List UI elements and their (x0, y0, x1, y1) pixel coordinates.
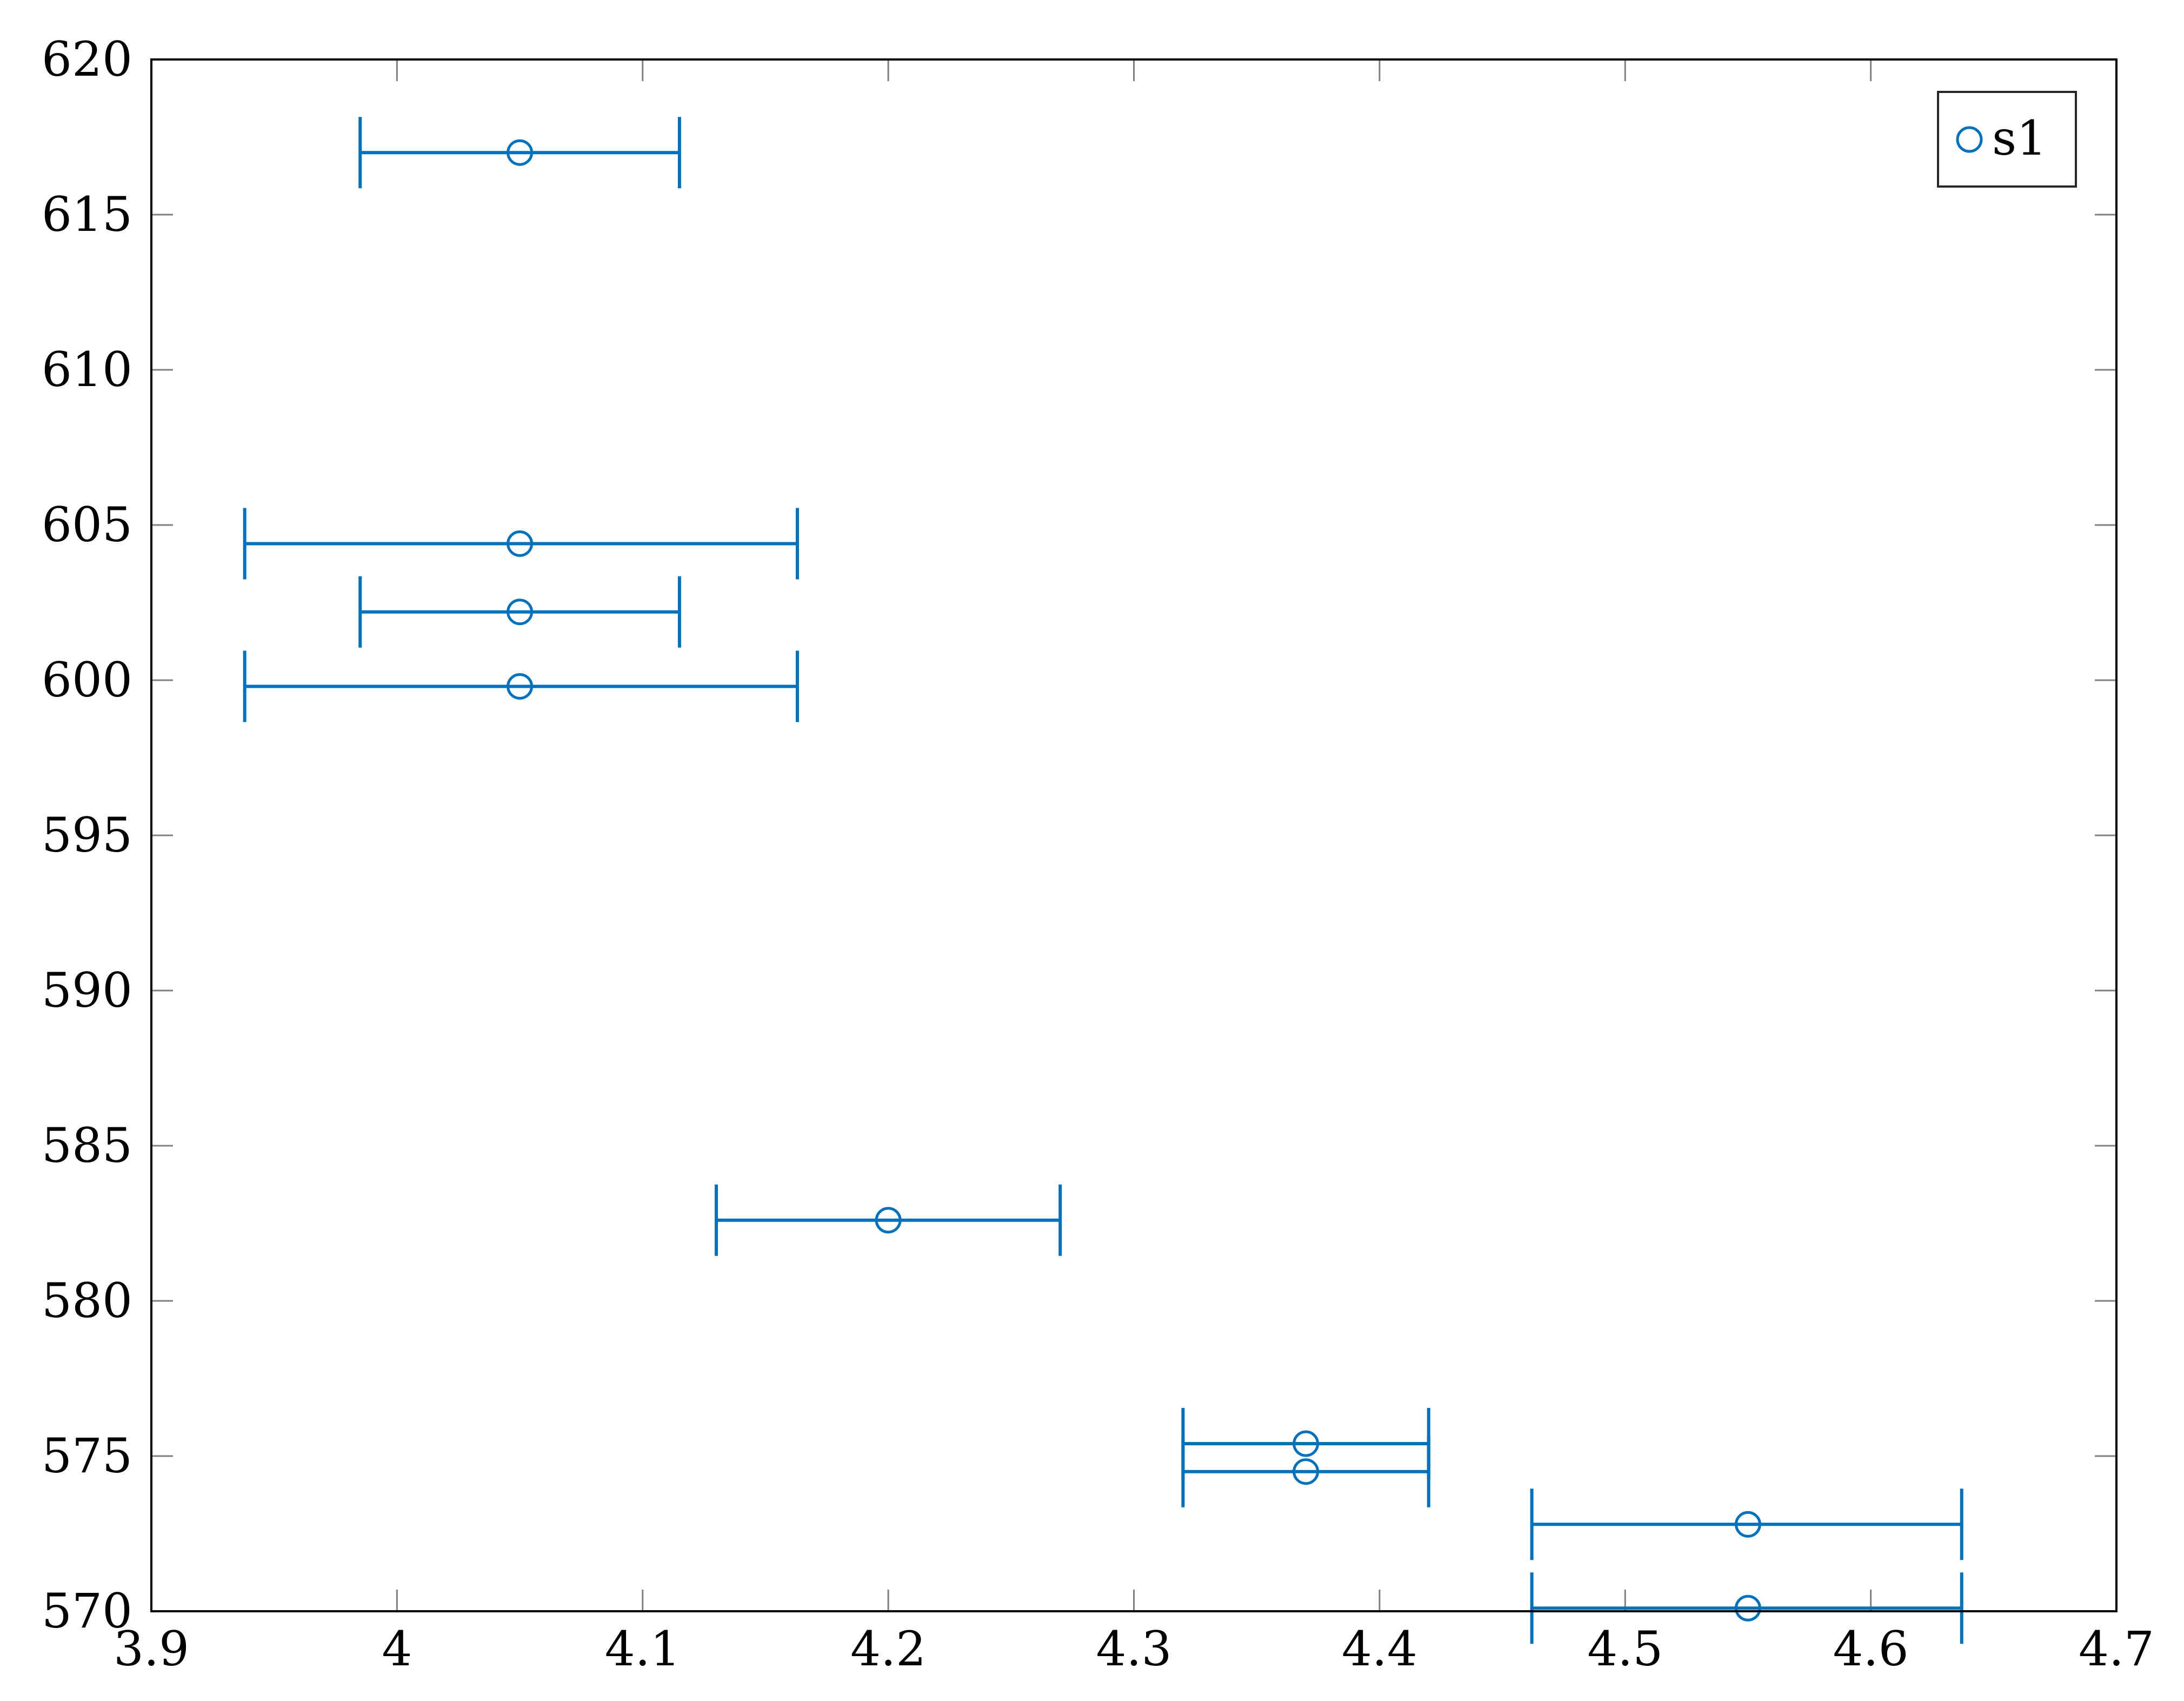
point-marker (1734, 1511, 1761, 1538)
data-point-7 (1530, 1489, 1963, 1560)
x-tick-label: 4.3 (1096, 1621, 1172, 1677)
y-tick-label: 590 (42, 962, 132, 1018)
data-point-8 (1530, 1572, 1963, 1644)
legend-marker-s1 (1956, 126, 1983, 153)
point-marker (1293, 1430, 1320, 1457)
y-tick-label: 595 (42, 807, 132, 863)
x-tick-label: 3.9 (114, 1621, 189, 1677)
x-tick-label: 4.2 (850, 1621, 926, 1677)
y-tick-label: 600 (42, 652, 132, 708)
point-marker (507, 530, 534, 557)
point-marker (1293, 1458, 1320, 1485)
y-tick-label: 585 (42, 1118, 132, 1173)
x-tick-label: 4.7 (2079, 1621, 2154, 1677)
data-point-2 (358, 576, 681, 648)
series-s1 (243, 117, 1963, 1644)
y-tick-label: 580 (42, 1273, 132, 1328)
data-point-3 (243, 650, 800, 722)
x-axis-tick-labels: 3.9 4 4.1 4.2 4.3 4.4 4.5 4.6 4.7 (114, 1621, 2154, 1677)
y-tick-label: 615 (42, 187, 132, 242)
legend-box (1937, 91, 2077, 188)
x-tick-label: 4.5 (1587, 1621, 1663, 1677)
data-point-4 (715, 1184, 1062, 1256)
y-tick-label: 610 (42, 342, 132, 397)
y-tick-label: 620 (42, 31, 132, 87)
x-tick-label: 4 (382, 1621, 412, 1677)
point-marker (507, 139, 534, 166)
y-tick-label: 570 (42, 1583, 132, 1639)
point-marker (507, 599, 534, 626)
data-point-6 (1181, 1436, 1430, 1507)
point-marker (507, 673, 534, 700)
legend-label-s1: s1 (1992, 110, 2047, 166)
y-tick-label: 575 (42, 1428, 132, 1484)
x-tick-label: 4.1 (605, 1621, 681, 1677)
plot-area-frame (150, 58, 2118, 1612)
x-tick-label: 4.6 (1833, 1621, 1909, 1677)
legend: s1 (1937, 91, 2077, 188)
y-axis-tick-labels: 570 575 580 585 590 595 600 605 610 615 620 (42, 31, 132, 1639)
data-point-0 (358, 117, 681, 189)
data-point-1 (243, 508, 800, 580)
point-marker (1734, 1594, 1761, 1622)
x-tick-label: 4.4 (1342, 1621, 1417, 1677)
y-tick-label: 605 (42, 497, 132, 553)
point-marker (875, 1207, 902, 1234)
